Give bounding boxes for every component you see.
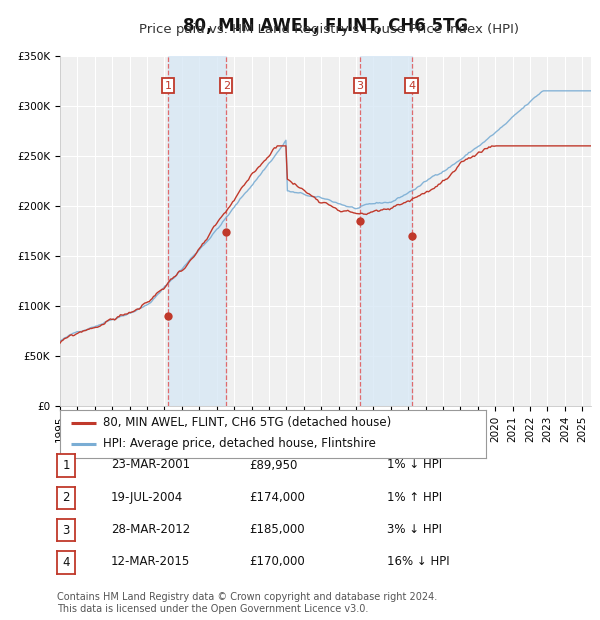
Text: 4: 4 <box>62 556 70 569</box>
Text: 12-MAR-2015: 12-MAR-2015 <box>111 556 190 568</box>
Text: Contains HM Land Registry data © Crown copyright and database right 2024.
This d: Contains HM Land Registry data © Crown c… <box>57 592 437 614</box>
Text: £174,000: £174,000 <box>249 491 305 503</box>
Text: 19-JUL-2004: 19-JUL-2004 <box>111 491 183 503</box>
Text: 1% ↑ HPI: 1% ↑ HPI <box>387 491 442 503</box>
Text: 1: 1 <box>165 81 172 91</box>
Text: 3: 3 <box>356 81 364 91</box>
Text: 16% ↓ HPI: 16% ↓ HPI <box>387 556 449 568</box>
Text: 3: 3 <box>62 524 70 536</box>
Text: 2: 2 <box>62 492 70 504</box>
Text: 1% ↓ HPI: 1% ↓ HPI <box>387 459 442 471</box>
Text: 23-MAR-2001: 23-MAR-2001 <box>111 459 190 471</box>
Text: HPI: Average price, detached house, Flintshire: HPI: Average price, detached house, Flin… <box>103 437 376 450</box>
Text: £170,000: £170,000 <box>249 556 305 568</box>
Bar <box>168 56 226 406</box>
Text: £185,000: £185,000 <box>249 523 305 536</box>
Text: 4: 4 <box>408 81 415 91</box>
Text: 80, MIN AWEL, FLINT, CH6 5TG (detached house): 80, MIN AWEL, FLINT, CH6 5TG (detached h… <box>103 416 391 429</box>
Text: 3% ↓ HPI: 3% ↓ HPI <box>387 523 442 536</box>
Text: 1: 1 <box>62 459 70 472</box>
Text: £89,950: £89,950 <box>249 459 298 471</box>
Bar <box>360 56 412 406</box>
Text: 2: 2 <box>223 81 230 91</box>
Text: Price paid vs. HM Land Registry's House Price Index (HPI): Price paid vs. HM Land Registry's House … <box>139 23 519 35</box>
Title: 80, MIN AWEL, FLINT, CH6 5TG: 80, MIN AWEL, FLINT, CH6 5TG <box>183 17 468 35</box>
Text: 28-MAR-2012: 28-MAR-2012 <box>111 523 190 536</box>
